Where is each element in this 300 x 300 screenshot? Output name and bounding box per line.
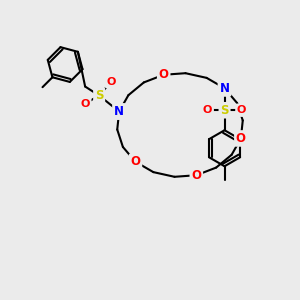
Text: O: O [236, 132, 246, 145]
Text: N: N [114, 105, 124, 118]
Text: N: N [114, 105, 124, 118]
Text: N: N [220, 82, 230, 95]
Text: O: O [106, 76, 116, 86]
Text: O: O [159, 68, 169, 81]
Text: O: O [203, 105, 212, 115]
Text: N: N [220, 82, 230, 95]
Text: O: O [191, 169, 201, 182]
Text: S: S [95, 89, 103, 102]
Text: O: O [237, 105, 246, 115]
Text: O: O [130, 155, 140, 168]
Text: S: S [220, 104, 229, 117]
Text: O: O [80, 98, 90, 109]
